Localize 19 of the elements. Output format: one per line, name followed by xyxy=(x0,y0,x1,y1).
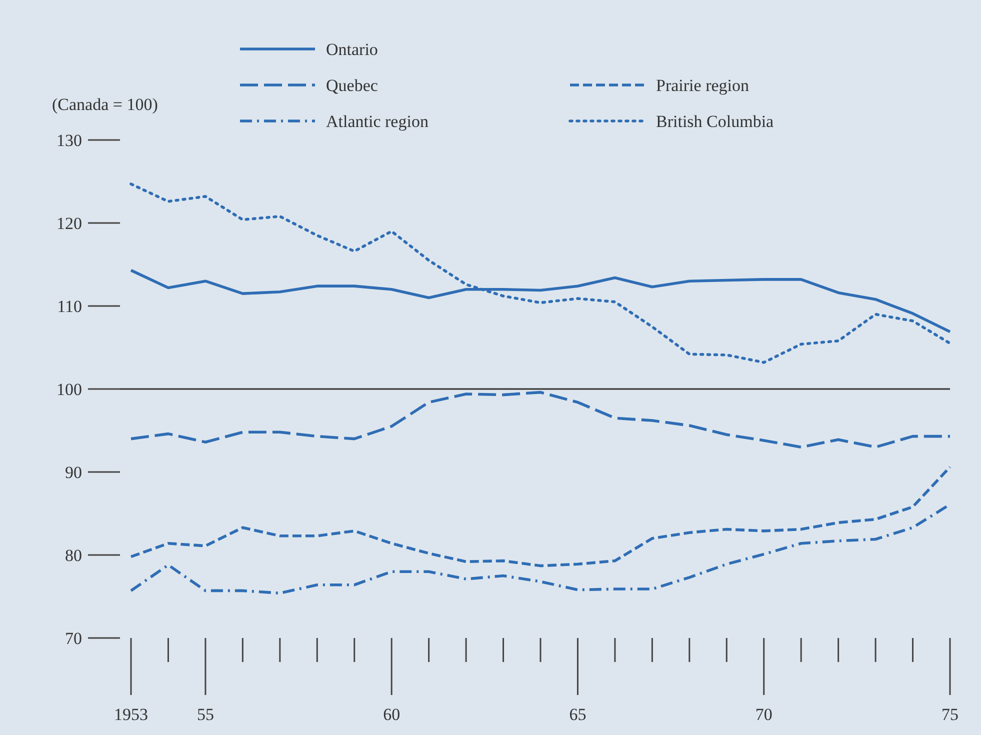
x-tick-label: 70 xyxy=(755,705,772,724)
legend-label: Quebec xyxy=(326,76,378,95)
x-tick-label: 75 xyxy=(942,705,958,724)
legend-label: Ontario xyxy=(326,40,378,59)
y-tick-label: 100 xyxy=(56,380,82,399)
y-tick-label: 70 xyxy=(65,629,82,648)
y-tick-label: 110 xyxy=(57,297,82,316)
legend-label: Atlantic region xyxy=(326,112,429,131)
x-tick-label: 1953 xyxy=(114,705,148,724)
legend-label: Prairie region xyxy=(656,76,750,95)
y-tick-label: 80 xyxy=(65,546,82,565)
y-tick-label: 120 xyxy=(56,214,82,233)
x-tick-label: 65 xyxy=(569,705,586,724)
x-tick-label: 60 xyxy=(383,705,400,724)
y-tick-label: 130 xyxy=(56,131,82,150)
y-axis-title: (Canada = 100) xyxy=(52,95,158,114)
legend-label: British Columbia xyxy=(656,112,774,131)
y-tick-label: 90 xyxy=(65,463,82,482)
x-tick-label: 55 xyxy=(196,705,214,724)
